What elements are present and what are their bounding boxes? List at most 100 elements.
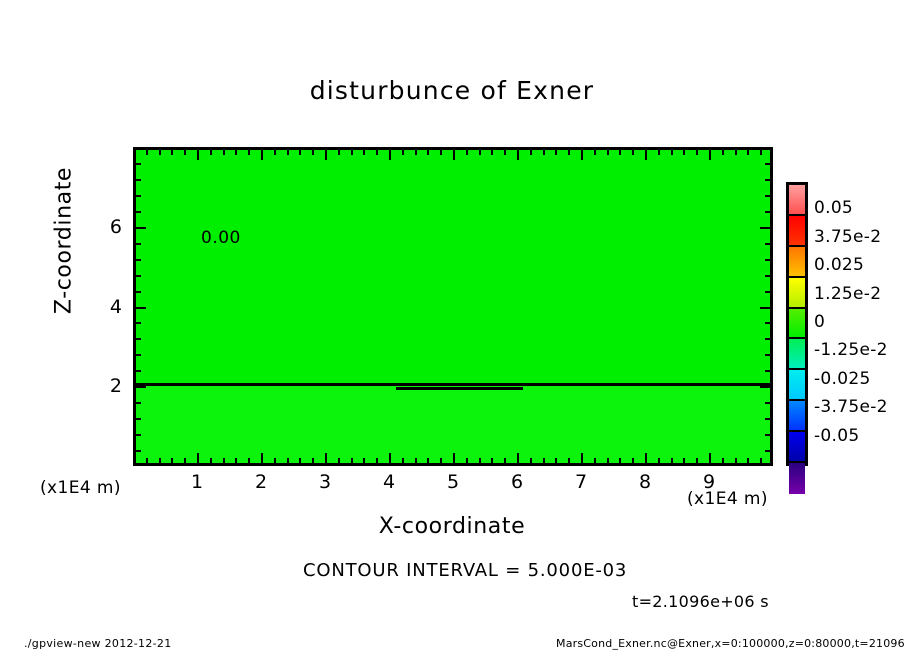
x-tick-minor-top [760,149,763,155]
y-tick-minor-right [765,274,771,277]
x-tick-minor-top [312,149,315,155]
x-tick-minor-bottom [504,458,507,464]
y-tick-minor-right [765,450,771,453]
y-tick-minor-left [135,290,141,293]
x-tick-minor-bottom [619,458,622,464]
x-tick-minor-top [401,149,404,155]
colorbar-tick-label: -0.05 [814,425,860,446]
x-tick-minor-top [529,149,532,155]
y-tick-minor-right [765,242,771,245]
x-tick-major-bottom [389,453,391,464]
y-tick-minor-right [765,290,771,293]
colorbar-cell-cyan [789,370,805,402]
x-tick-minor-bottom [312,458,315,464]
x-tick-minor-bottom [286,458,289,464]
colorbar-cell-yellow [789,277,805,309]
x-tick-minor-bottom [414,458,417,464]
footer-command-text: ./gpview-new 2012-12-21 [24,637,172,650]
x-tick-minor-bottom [427,458,430,464]
x-tick-minor-top [478,149,481,155]
x-tick-minor-top [350,149,353,155]
x-tick-major-top [645,149,647,160]
x-tick-minor-bottom [670,458,673,464]
x-tick-minor-bottom [632,458,635,464]
y-tick-minor-left [135,450,141,453]
x-tick-minor-top [440,149,443,155]
y-tick-minor-left [135,210,141,213]
y-tick-minor-right [765,258,771,261]
x-tick-minor-bottom [273,458,276,464]
x-tick-label: 4 [382,471,396,493]
y-tick-major-left [135,226,146,229]
x-tick-minor-bottom [491,458,494,464]
x-tick-minor-top [184,149,187,155]
x-tick-minor-bottom [760,458,763,464]
y-tick-major-right [760,306,771,309]
y-tick-minor-right [765,178,771,181]
y-tick-minor-left [135,338,141,341]
y-tick-minor-right [765,354,771,357]
x-tick-major-top [517,149,519,160]
x-tick-minor-top [696,149,699,155]
x-tick-minor-top [299,149,302,155]
x-tick-minor-bottom [657,458,660,464]
contour-line-zero [136,382,770,386]
x-tick-minor-bottom [606,458,609,464]
x-tick-minor-bottom [478,458,481,464]
x-tick-minor-top [619,149,622,155]
colorbar-cell-orange [789,246,805,278]
x-tick-major-bottom [325,453,327,464]
x-tick-minor-bottom [145,458,148,464]
x-tick-minor-bottom [721,458,724,464]
colorbar-tick-label: 0 [814,312,826,332]
x-tick-minor-top [632,149,635,155]
y-tick-major-left [135,386,146,389]
colorbar-tick-label: -0.025 [814,368,871,389]
colorbar-tick-label: -3.75e-2 [814,397,888,418]
colorbar-cell-red [789,215,805,247]
x-tick-minor-top [670,149,673,155]
x-tick-minor-top [171,149,174,155]
x-tick-label: 5 [446,471,460,493]
colorbar-cell-green-cyan [789,339,805,371]
x-tick-minor-bottom [683,458,686,464]
x-tick-minor-top [721,149,724,155]
colorbar-cell-green-light [789,308,805,340]
x-tick-minor-top [593,149,596,155]
x-tick-minor-bottom [734,458,737,464]
y-tick-minor-left [135,418,141,421]
contour-interval-text: CONTOUR INTERVAL = 5.000E-03 [303,560,628,581]
x-tick-minor-bottom [568,458,571,464]
x-tick-minor-bottom [222,458,225,464]
y-tick-minor-left [135,258,141,261]
y-tick-minor-right [765,322,771,325]
y-axis-title: Z-coordinate [51,166,77,315]
y-tick-minor-left [135,178,141,181]
x-axis-unit-left: (x1E4 m) [40,478,121,498]
footer-source-text: MarsCond_Exner.nc@Exner,x=0:100000,z=0:8… [556,637,904,650]
x-tick-major-bottom [453,453,455,464]
colorbar-tick-label: 1.25e-2 [814,283,882,304]
y-tick-minor-left [135,370,141,373]
y-tick-major-right [760,386,771,389]
x-tick-minor-top [248,149,251,155]
x-tick-minor-bottom [235,458,238,464]
x-tick-minor-top [235,149,238,155]
x-tick-minor-top [376,149,379,155]
y-tick-minor-right [765,402,771,405]
colorbar [786,182,808,494]
x-tick-major-top [389,149,391,160]
x-tick-minor-top [683,149,686,155]
x-tick-minor-bottom [158,458,161,464]
field-region-upper [136,150,770,387]
y-tick-major-left [135,306,146,309]
y-tick-minor-right [765,418,771,421]
x-tick-minor-top [734,149,737,155]
x-tick-label: 3 [318,471,332,493]
x-tick-minor-top [337,149,340,155]
x-tick-label: 7 [574,471,588,493]
x-tick-label: 6 [510,471,524,493]
x-tick-minor-top [568,149,571,155]
x-tick-minor-bottom [376,458,379,464]
x-tick-minor-bottom [696,458,699,464]
